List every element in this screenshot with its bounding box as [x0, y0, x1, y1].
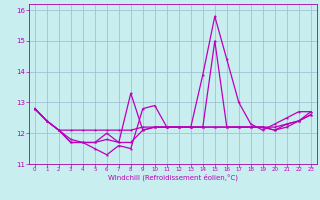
X-axis label: Windchill (Refroidissement éolien,°C): Windchill (Refroidissement éolien,°C) — [108, 174, 238, 181]
